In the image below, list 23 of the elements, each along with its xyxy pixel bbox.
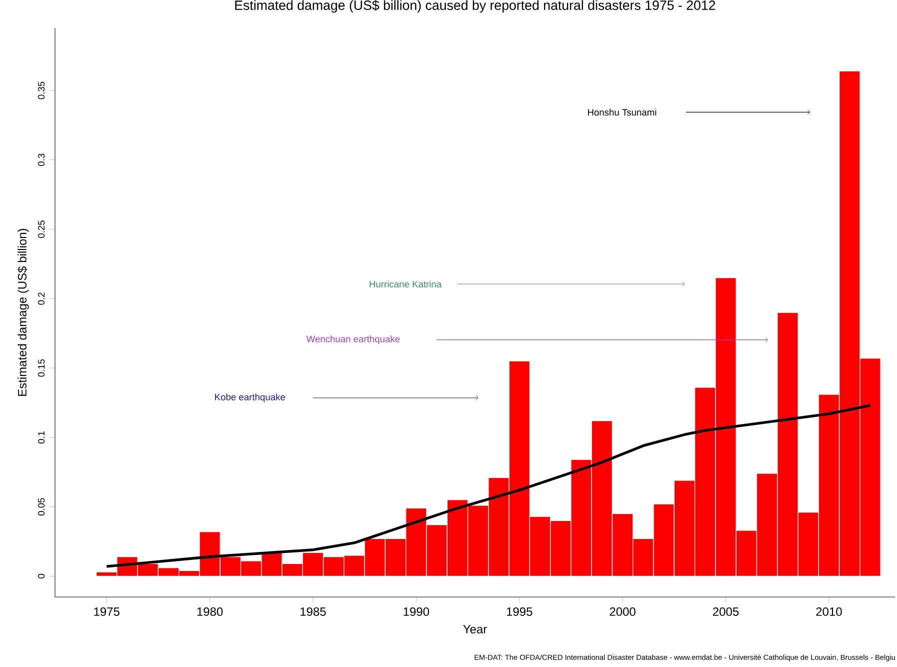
x-tick-label: 1980 <box>197 607 223 616</box>
y-axis-title: Estimated damage (US$ billion) <box>17 228 29 396</box>
x-tick-label: 2000 <box>610 607 636 616</box>
y-tick-label: 0.15 <box>38 359 45 377</box>
annotation: Wenchuan earthquake <box>306 335 400 344</box>
annotation: Hurricane Katrina <box>370 280 442 288</box>
annotation: Honshu Tsunami <box>588 108 656 116</box>
x-tick-label: 1995 <box>506 607 532 616</box>
chart-title: Estimated damage (US$ billion) caused by reported natural disasters 1975 - 2012 <box>235 0 716 13</box>
x-tick-label: 1975 <box>94 607 120 616</box>
x-tick-label: 1985 <box>300 607 326 616</box>
x-axis-title: Year <box>463 625 487 634</box>
y-tick-label: 0.35 <box>38 82 45 100</box>
x-tick-label: 2010 <box>816 607 842 616</box>
y-tick-label: 0 <box>38 574 45 578</box>
y-tick-label: 0.2 <box>38 292 45 305</box>
y-tick-label: 0.25 <box>38 220 45 238</box>
x-tick-label: 1990 <box>404 607 430 616</box>
y-tick-label: 0.3 <box>38 154 45 166</box>
y-tick-label: 0.05 <box>38 498 45 516</box>
annotation: Kobe earthquake <box>215 394 285 402</box>
y-tick-label: 0.1 <box>38 431 45 444</box>
x-tick-label: 2005 <box>713 607 739 616</box>
